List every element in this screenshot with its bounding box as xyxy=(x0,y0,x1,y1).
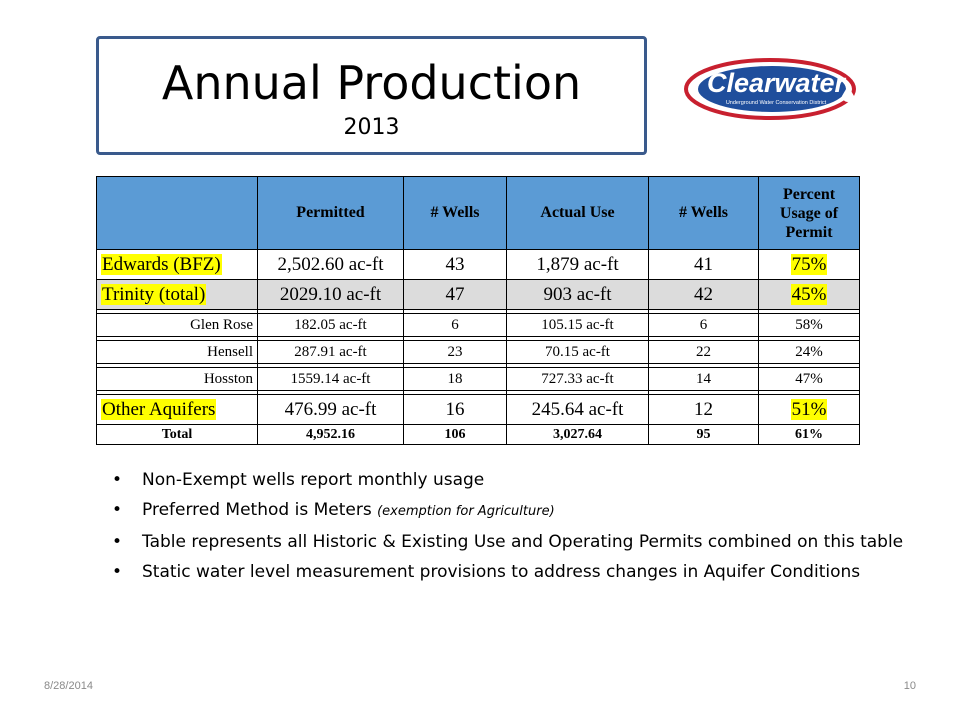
actual-use-value: 70.15 ac-ft xyxy=(506,340,649,364)
wells-actual-value: 42 xyxy=(648,279,759,310)
aquifer-name: Edwards (BFZ) xyxy=(101,253,222,275)
actual-use-value: 245.64 ac-ft xyxy=(506,394,649,425)
formation-name: Hosston xyxy=(96,367,258,391)
header-wells-actual: # Wells xyxy=(648,176,759,250)
percent-value: 47% xyxy=(758,367,860,391)
logo-tagline: Underground Water Conservation District xyxy=(726,100,827,106)
percent-value: 58% xyxy=(758,313,860,337)
wells-actual-value: 22 xyxy=(648,340,759,364)
header-wells-permitted: # Wells xyxy=(403,176,507,250)
percent-value: 45% xyxy=(790,283,828,305)
wells-permitted-value: 23 xyxy=(403,340,507,364)
formation-name: Glen Rose xyxy=(96,313,258,337)
bullet-list: Non-Exempt wells report monthly usage Pr… xyxy=(112,470,912,592)
header-cell-blank xyxy=(96,176,258,250)
bullet-item: Static water level measurement provision… xyxy=(112,562,912,582)
wells-permitted-value: 43 xyxy=(403,249,507,280)
permitted-value: 182.05 ac-ft xyxy=(257,313,404,337)
percent-value: 75% xyxy=(790,253,828,275)
page-number: 10 xyxy=(903,680,916,692)
table-row: Other Aquifers 476.99 ac-ft 16 245.64 ac… xyxy=(96,394,860,425)
production-table: Permitted # Wells Actual Use # Wells Per… xyxy=(96,176,860,445)
header-percent-usage: Percent Usage of Permit xyxy=(758,176,860,250)
wells-permitted-value: 18 xyxy=(403,367,507,391)
table-total-row: Total 4,952.16 106 3,027.64 95 61% xyxy=(96,424,860,445)
wells-actual-value: 6 xyxy=(648,313,759,337)
table-header-row: Permitted # Wells Actual Use # Wells Per… xyxy=(96,176,860,250)
actual-use-value: 105.15 ac-ft xyxy=(506,313,649,337)
table-row: Hosston 1559.14 ac-ft 18 727.33 ac-ft 14… xyxy=(96,367,860,391)
wells-permitted-total: 106 xyxy=(403,424,507,445)
table-row: Hensell 287.91 ac-ft 23 70.15 ac-ft 22 2… xyxy=(96,340,860,364)
header-permitted: Permitted xyxy=(257,176,404,250)
footer-date: 8/28/2014 xyxy=(44,680,93,692)
wells-permitted-value: 6 xyxy=(403,313,507,337)
bullet-item: Preferred Method is Meters (exemption fo… xyxy=(112,500,912,522)
clearwater-logo: Clearwater Underground Water Conservatio… xyxy=(684,58,856,120)
slide-subtitle: 2013 xyxy=(343,115,400,140)
wells-permitted-value: 47 xyxy=(403,279,507,310)
row-spacer xyxy=(96,390,860,395)
slide-title: Annual Production xyxy=(161,56,582,110)
permitted-value: 476.99 ac-ft xyxy=(257,394,404,425)
actual-use-value: 903 ac-ft xyxy=(506,279,649,310)
aquifer-name: Other Aquifers xyxy=(101,398,217,420)
bullet-item: Non-Exempt wells report monthly usage xyxy=(112,470,912,490)
row-spacer xyxy=(96,363,860,368)
table-row: Trinity (total) 2029.10 ac-ft 47 903 ac-… xyxy=(96,279,860,310)
actual-use-total: 3,027.64 xyxy=(506,424,649,445)
permitted-value: 2029.10 ac-ft xyxy=(257,279,404,310)
formation-name: Hensell xyxy=(96,340,258,364)
actual-use-value: 1,879 ac-ft xyxy=(506,249,649,280)
permitted-value: 1559.14 ac-ft xyxy=(257,367,404,391)
table-row: Glen Rose 182.05 ac-ft 6 105.15 ac-ft 6 … xyxy=(96,313,860,337)
bullet-item: Table represents all Historic & Existing… xyxy=(112,532,912,552)
wells-actual-value: 14 xyxy=(648,367,759,391)
permitted-value: 287.91 ac-ft xyxy=(257,340,404,364)
header-actual-use: Actual Use xyxy=(506,176,649,250)
wells-actual-value: 41 xyxy=(648,249,759,280)
actual-use-value: 727.33 ac-ft xyxy=(506,367,649,391)
percent-value: 24% xyxy=(758,340,860,364)
permitted-total: 4,952.16 xyxy=(257,424,404,445)
bullet-note: (exemption for Agriculture) xyxy=(377,504,555,519)
total-label: Total xyxy=(96,424,258,445)
title-box: Annual Production 2013 xyxy=(96,36,647,155)
wells-permitted-value: 16 xyxy=(403,394,507,425)
logo-wordmark: Clearwater xyxy=(707,68,847,98)
water-drop-icon xyxy=(842,86,854,102)
percent-value: 51% xyxy=(790,398,828,420)
percent-total: 61% xyxy=(758,424,860,445)
permitted-value: 2,502.60 ac-ft xyxy=(257,249,404,280)
table-row: Edwards (BFZ) 2,502.60 ac-ft 43 1,879 ac… xyxy=(96,249,860,280)
wells-actual-value: 12 xyxy=(648,394,759,425)
row-spacer xyxy=(96,336,860,341)
row-spacer xyxy=(96,309,860,314)
wells-actual-total: 95 xyxy=(648,424,759,445)
aquifer-name: Trinity (total) xyxy=(101,283,207,305)
